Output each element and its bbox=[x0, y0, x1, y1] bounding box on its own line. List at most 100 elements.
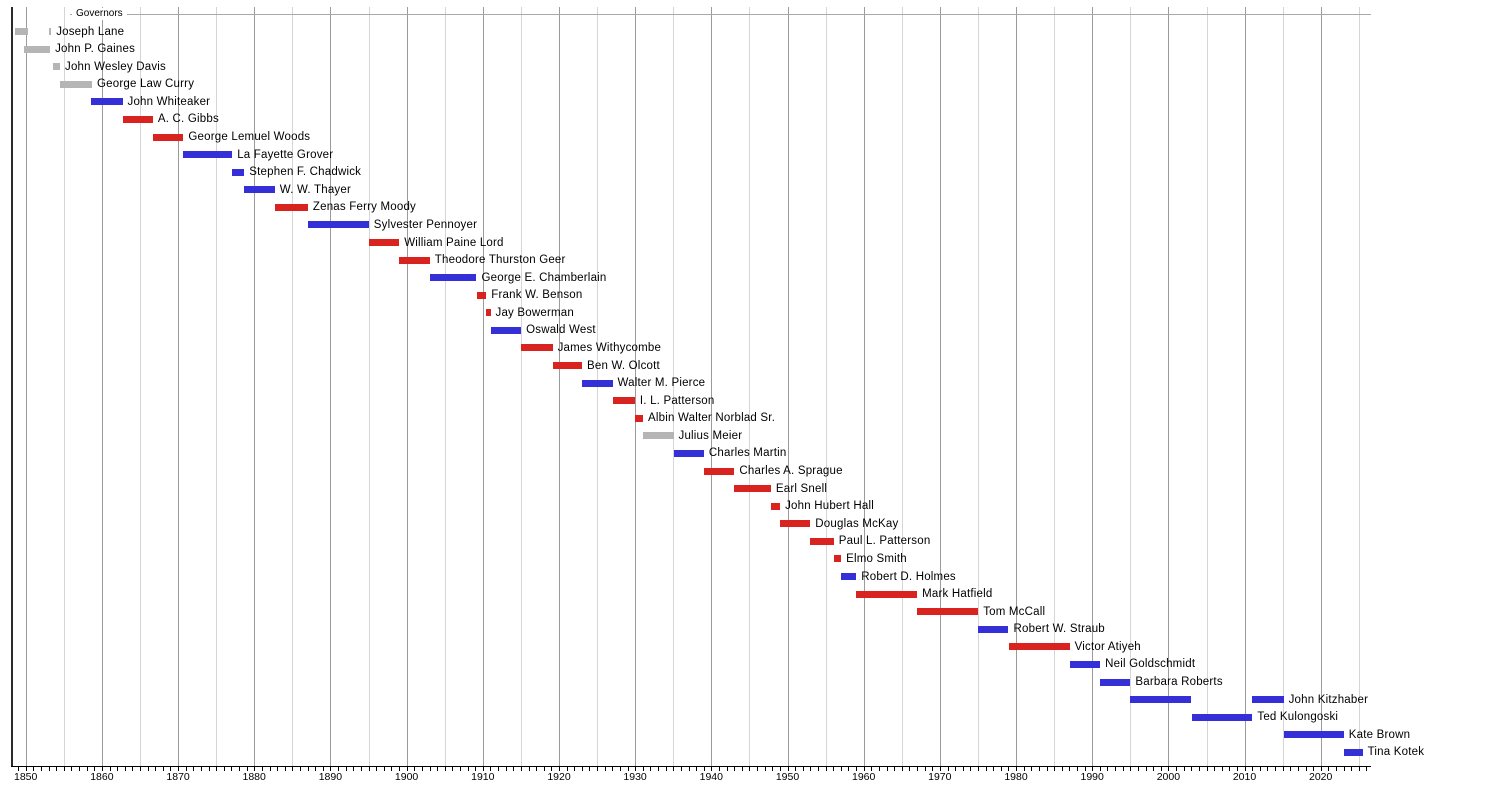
term-bar-douglas-mckay bbox=[780, 520, 811, 528]
term-bar-earl-snell bbox=[734, 485, 771, 493]
axis-tick-1926 bbox=[604, 766, 606, 771]
axis-tick-1979 bbox=[1008, 766, 1010, 771]
axis-tick-2002 bbox=[1183, 766, 1185, 771]
axis-tick-1993 bbox=[1115, 766, 1116, 771]
axis-tick-1914 bbox=[513, 766, 515, 771]
gridline-1895 bbox=[368, 7, 370, 766]
gridline-1935 bbox=[673, 7, 675, 766]
term-bar-george-e-chamberlain bbox=[429, 274, 477, 282]
axis-tick-1931 bbox=[642, 766, 644, 771]
axis-tick-1930 bbox=[635, 766, 637, 771]
axis-tick-1860 bbox=[101, 766, 103, 771]
term-bar-tom-mccall bbox=[917, 608, 979, 616]
axis-tick-1898 bbox=[391, 766, 393, 771]
governor-label-julius-meier: Julius Meier bbox=[678, 429, 743, 442]
term-bar-robert-d-holmes bbox=[841, 573, 857, 580]
axis-tick-1895 bbox=[368, 766, 370, 771]
axis-tick-1919 bbox=[551, 766, 553, 771]
axis-tick-2011 bbox=[1252, 766, 1254, 771]
gridline-decade-1990 bbox=[1092, 7, 1094, 766]
term-bar-la-fayette-grover bbox=[183, 151, 233, 159]
governor-label-george-law-curry: George Law Curry bbox=[97, 78, 195, 91]
gridline-decade-1880 bbox=[254, 7, 256, 766]
term-bar-joseph-lane-2 bbox=[49, 28, 52, 35]
axis-tick-1960 bbox=[863, 766, 865, 771]
governor-label-oswald-west: Oswald West bbox=[526, 324, 596, 337]
governor-label-neil-goldschmidt: Neil Goldschmidt bbox=[1105, 658, 1196, 671]
axis-tick-2010 bbox=[1244, 766, 1246, 771]
governor-label-charles-martin: Charles Martin bbox=[708, 447, 787, 460]
axis-tick-1906 bbox=[452, 766, 454, 771]
axis-tick-1884 bbox=[284, 766, 286, 771]
gridline-decade-1900 bbox=[406, 7, 408, 766]
gridline-decade-1930 bbox=[635, 7, 637, 766]
term-bar-kate-brown bbox=[1283, 731, 1344, 739]
axis-tick-2016 bbox=[1290, 766, 1292, 771]
axis-tick-2021 bbox=[1328, 766, 1330, 771]
axis-tick-2013 bbox=[1267, 766, 1269, 771]
axis-tick-2014 bbox=[1275, 766, 1276, 771]
axis-tick-1891 bbox=[338, 766, 339, 771]
governor-label-george-e-chamberlain: George E. Chamberlain bbox=[481, 271, 607, 284]
governor-label-jay-bowerman: Jay Bowerman bbox=[495, 306, 574, 319]
governor-label-james-withycombe: James Withycombe bbox=[557, 341, 662, 354]
axis-label-2010: 2010 bbox=[1232, 771, 1257, 783]
axis-tick-1936 bbox=[680, 766, 682, 771]
gridline-1865 bbox=[140, 7, 141, 766]
axis-tick-1849 bbox=[18, 766, 20, 771]
axis-tick-1950 bbox=[787, 766, 789, 771]
axis-tick-1863 bbox=[124, 766, 126, 771]
term-bar-barbara-roberts bbox=[1100, 678, 1131, 686]
term-bar-julius-meier bbox=[643, 432, 674, 440]
axis-tick-1949 bbox=[779, 766, 781, 771]
axis-tick-1888 bbox=[315, 766, 317, 771]
axis-tick-1992 bbox=[1107, 766, 1109, 771]
term-bar-oswald-west bbox=[490, 326, 521, 334]
axis-tick-1858 bbox=[86, 766, 88, 771]
gridline-decade-1850 bbox=[25, 7, 27, 766]
axis-tick-1998 bbox=[1153, 766, 1155, 771]
axis-label-1990: 1990 bbox=[1080, 771, 1104, 783]
axis-tick-1859 bbox=[94, 766, 96, 771]
term-bar-john-whiteaker bbox=[90, 98, 123, 106]
axis-tick-1929 bbox=[627, 766, 629, 771]
axis-tick-1934 bbox=[665, 766, 667, 771]
axis-tick-1976 bbox=[985, 766, 987, 771]
y-axis-line bbox=[11, 7, 13, 767]
governor-label-sylvester-pennoyer: Sylvester Pennoyer bbox=[373, 218, 478, 231]
gridline-decade-1970 bbox=[939, 7, 941, 766]
axis-tick-1865 bbox=[140, 766, 141, 771]
axis-tick-2007 bbox=[1221, 766, 1223, 771]
axis-tick-1896 bbox=[376, 766, 378, 771]
governor-label-john-whiteaker: John Whiteaker bbox=[127, 95, 211, 108]
governor-label-albin-walter-norblad-sr-: Albin Walter Norblad Sr. bbox=[648, 412, 776, 425]
axis-tick-2001 bbox=[1176, 766, 1177, 771]
axis-tick-1902 bbox=[421, 766, 423, 771]
gridline-1885 bbox=[292, 7, 294, 766]
gridline-decade-1920 bbox=[559, 7, 560, 766]
axis-tick-1915 bbox=[520, 766, 522, 771]
axis-tick-2019 bbox=[1313, 766, 1315, 771]
term-bar-tina-kotek bbox=[1343, 748, 1363, 756]
axis-tick-1973 bbox=[962, 766, 964, 771]
axis-tick-1892 bbox=[345, 766, 347, 771]
axis-tick-1900 bbox=[406, 766, 408, 771]
gridline-1985 bbox=[1054, 7, 1056, 766]
axis-tick-1956 bbox=[833, 766, 835, 771]
term-bar-john-kitzhaber-2 bbox=[1252, 696, 1284, 703]
axis-tick-1851 bbox=[33, 766, 35, 771]
axis-tick-1876 bbox=[223, 766, 225, 771]
term-bar-neil-goldschmidt bbox=[1069, 660, 1101, 668]
axis-label-1960: 1960 bbox=[852, 771, 876, 783]
axis-tick-1972 bbox=[955, 766, 957, 771]
axis-tick-1947 bbox=[764, 766, 766, 771]
axis-tick-1852 bbox=[40, 766, 42, 771]
term-bar-mark-hatfield bbox=[856, 590, 918, 598]
axis-tick-1874 bbox=[208, 766, 210, 771]
axis-tick-1969 bbox=[932, 766, 934, 771]
term-bar-john-p-gaines bbox=[24, 45, 51, 53]
gridline-1995 bbox=[1130, 7, 1132, 766]
axis-tick-1965 bbox=[901, 766, 903, 771]
axis-tick-1937 bbox=[688, 766, 690, 771]
governor-label-mark-hatfield: Mark Hatfield bbox=[922, 588, 993, 601]
